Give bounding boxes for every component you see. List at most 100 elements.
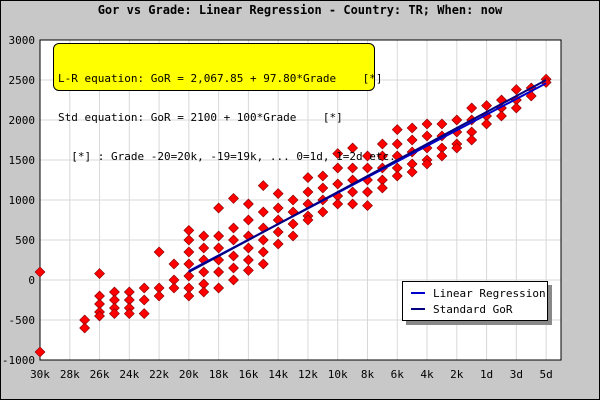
x-tick-label: 2k <box>450 368 464 381</box>
data-point <box>287 218 299 230</box>
data-point <box>228 262 239 274</box>
standard-gor-line <box>188 79 547 273</box>
data-point <box>332 178 344 190</box>
data-point <box>79 322 91 334</box>
data-point <box>362 150 373 162</box>
data-point <box>213 242 225 254</box>
legend-label-standard-gor: Standard GoR <box>433 302 513 316</box>
x-tick-label: 5d <box>539 368 552 381</box>
x-tick-label: 16k <box>238 368 258 381</box>
legend-label-linear-regression: Linear Regression <box>433 286 546 300</box>
data-point <box>362 186 373 198</box>
data-point <box>213 230 225 242</box>
data-point <box>242 264 254 276</box>
data-point <box>436 118 448 130</box>
x-tick-label: 28k <box>60 368 80 381</box>
y-tick-label: 2000 <box>9 114 36 127</box>
data-point <box>302 172 314 184</box>
data-point <box>347 142 359 154</box>
data-point <box>228 234 239 246</box>
data-point <box>168 282 180 294</box>
data-point <box>257 180 269 192</box>
data-point <box>302 186 314 198</box>
data-point <box>421 118 433 130</box>
data-point <box>153 246 165 258</box>
data-point <box>183 246 195 258</box>
data-point <box>34 346 46 358</box>
data-point <box>153 290 165 302</box>
x-tick-label: 10k <box>328 368 348 381</box>
data-point <box>332 198 344 210</box>
x-tick-label: 4k <box>420 368 434 381</box>
data-point <box>362 200 373 212</box>
data-point <box>257 246 269 258</box>
data-point <box>317 170 329 182</box>
data-point <box>391 124 403 136</box>
data-point <box>496 110 507 122</box>
x-tick-label: 1d <box>480 368 493 381</box>
y-tick-label: 500 <box>15 234 35 247</box>
data-point <box>287 194 299 206</box>
data-point <box>466 134 478 146</box>
data-point <box>257 258 269 270</box>
data-point <box>302 214 314 226</box>
data-point <box>257 206 269 218</box>
data-point <box>510 102 522 114</box>
plot-border <box>39 39 562 361</box>
data-point <box>347 186 359 198</box>
data-point <box>272 238 284 250</box>
x-tick-label: 14k <box>268 368 288 381</box>
data-point <box>34 266 46 278</box>
data-point <box>228 250 239 262</box>
data-point <box>109 308 120 320</box>
data-point <box>451 114 463 126</box>
x-tick-label: 22k <box>149 368 169 381</box>
data-point <box>242 242 254 254</box>
data-point <box>272 226 284 238</box>
data-point <box>451 142 463 154</box>
legend-swatch-linear-regression <box>411 292 425 294</box>
data-point <box>213 202 225 214</box>
lr-equation: L-R equation: GoR = 2,067.85 + 97.80*Gra… <box>58 72 383 85</box>
legend-item-standard-gor: Standard GoR <box>411 302 512 316</box>
data-point <box>242 198 254 210</box>
data-point <box>183 258 195 270</box>
data-point <box>198 266 210 278</box>
x-tick-label: 24k <box>119 368 139 381</box>
data-point <box>481 118 492 130</box>
data-point <box>198 286 210 298</box>
data-point <box>168 258 180 270</box>
data-point <box>362 162 373 174</box>
data-point <box>138 282 150 294</box>
chart-legend: Linear Regression Standard GoR <box>402 281 548 321</box>
data-point <box>242 214 254 226</box>
data-point <box>406 122 418 134</box>
data-point <box>272 202 284 214</box>
data-point <box>228 222 239 234</box>
data-point <box>391 170 403 182</box>
y-tick-label: -500 <box>9 314 36 327</box>
data-point <box>421 130 433 142</box>
equation-box: L-R equation: GoR = 2,067.85 + 97.80*Gra… <box>53 43 396 163</box>
data-point <box>257 234 269 246</box>
x-tick-label: 30k <box>30 368 50 381</box>
data-point <box>198 230 210 242</box>
x-tick-label: 20k <box>179 368 199 381</box>
data-point <box>228 274 239 286</box>
data-point <box>213 266 225 278</box>
legend-swatch-standard-gor <box>411 308 425 310</box>
data-point <box>287 230 299 242</box>
x-tick-label: 26k <box>90 368 110 381</box>
data-point <box>376 138 388 150</box>
data-point <box>228 192 239 204</box>
y-tick-label: -1000 <box>2 354 35 367</box>
data-point <box>391 138 403 150</box>
data-point <box>332 162 344 174</box>
data-point <box>406 134 418 146</box>
y-tick-label: 3000 <box>9 34 36 47</box>
data-point <box>347 162 359 174</box>
y-tick-label: 1500 <box>9 154 36 167</box>
data-point <box>406 166 418 178</box>
x-tick-label: 6k <box>391 368 405 381</box>
data-point <box>332 148 344 160</box>
